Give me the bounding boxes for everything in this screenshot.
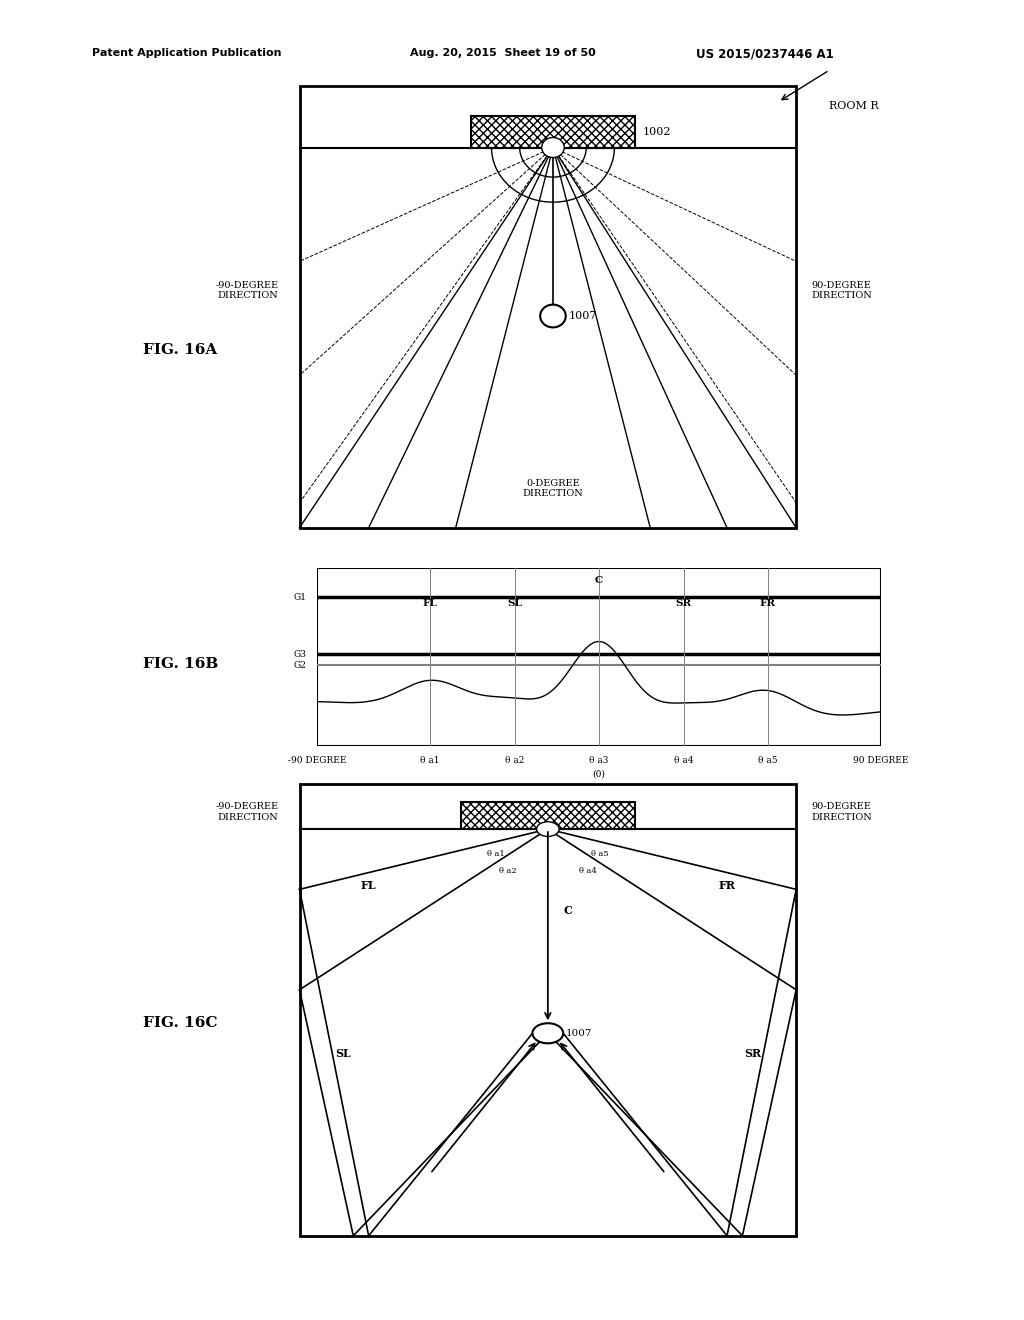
Text: 90-DEGREE
DIRECTION: 90-DEGREE DIRECTION bbox=[811, 281, 871, 300]
Text: SR: SR bbox=[676, 599, 691, 609]
Text: 1007: 1007 bbox=[568, 312, 597, 321]
Text: θ a5: θ a5 bbox=[591, 850, 609, 858]
Text: Patent Application Publication: Patent Application Publication bbox=[92, 48, 282, 58]
Text: FR: FR bbox=[760, 599, 776, 609]
Text: 1002: 1002 bbox=[643, 127, 671, 136]
Text: -90-DEGREE
DIRECTION: -90-DEGREE DIRECTION bbox=[215, 803, 279, 821]
Text: (0): (0) bbox=[593, 770, 605, 779]
Text: θ a3: θ a3 bbox=[590, 756, 608, 766]
Text: 90-DEGREE
DIRECTION: 90-DEGREE DIRECTION bbox=[811, 803, 871, 821]
Text: 0-DEGREE
DIRECTION: 0-DEGREE DIRECTION bbox=[522, 479, 584, 498]
Circle shape bbox=[542, 137, 564, 157]
Text: θ a2: θ a2 bbox=[500, 867, 517, 875]
Text: G1: G1 bbox=[293, 593, 306, 602]
Text: G3: G3 bbox=[293, 649, 306, 659]
Text: FR: FR bbox=[719, 880, 735, 891]
Text: FL: FL bbox=[423, 599, 437, 609]
Text: FIG. 16A: FIG. 16A bbox=[143, 343, 218, 356]
Text: SR: SR bbox=[744, 1048, 761, 1059]
Text: θ a4: θ a4 bbox=[579, 867, 596, 875]
Text: FIG. 16C: FIG. 16C bbox=[143, 1016, 218, 1030]
Text: C: C bbox=[595, 576, 603, 585]
Text: θ a2: θ a2 bbox=[505, 756, 524, 766]
Text: FL: FL bbox=[360, 880, 377, 891]
Bar bbox=[461, 803, 635, 829]
Text: Aug. 20, 2015  Sheet 19 of 50: Aug. 20, 2015 Sheet 19 of 50 bbox=[410, 48, 595, 58]
Text: θ a1: θ a1 bbox=[420, 756, 440, 766]
Text: θ a1: θ a1 bbox=[486, 850, 504, 858]
Text: 90 DEGREE: 90 DEGREE bbox=[853, 756, 908, 766]
Text: C: C bbox=[563, 906, 572, 916]
Text: G2: G2 bbox=[293, 661, 306, 669]
Text: SL: SL bbox=[335, 1048, 351, 1059]
Circle shape bbox=[540, 305, 565, 327]
Circle shape bbox=[532, 1023, 563, 1043]
Text: US 2015/0237446 A1: US 2015/0237446 A1 bbox=[696, 48, 835, 61]
Text: -90 DEGREE: -90 DEGREE bbox=[288, 756, 347, 766]
Text: ROOM R: ROOM R bbox=[829, 100, 879, 111]
Text: θ a4: θ a4 bbox=[674, 756, 693, 766]
Circle shape bbox=[537, 822, 559, 837]
Text: SL: SL bbox=[507, 599, 522, 609]
Text: θ a5: θ a5 bbox=[758, 756, 778, 766]
Text: FIG. 16B: FIG. 16B bbox=[143, 657, 219, 671]
Text: -90-DEGREE
DIRECTION: -90-DEGREE DIRECTION bbox=[215, 281, 279, 300]
Text: 1007: 1007 bbox=[565, 1028, 592, 1038]
Bar bbox=[471, 116, 635, 148]
